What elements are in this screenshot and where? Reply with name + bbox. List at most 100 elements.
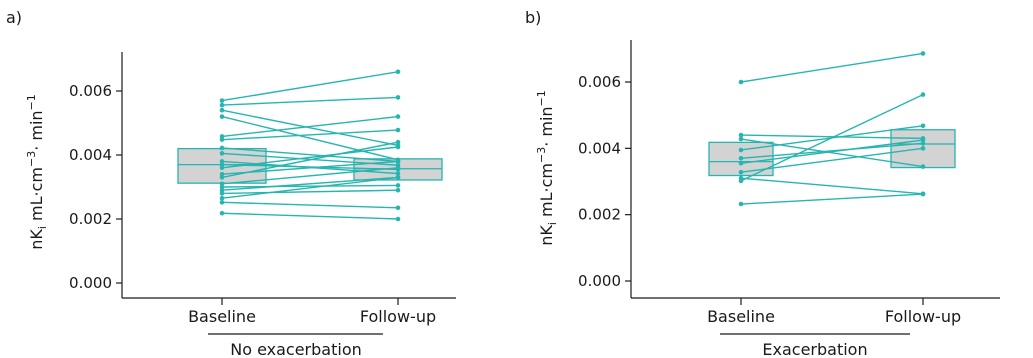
baseline-point xyxy=(219,151,225,156)
baseline-point xyxy=(738,169,744,175)
baseline-point xyxy=(219,102,225,108)
paired-line xyxy=(221,115,399,161)
followup-point xyxy=(395,95,401,100)
baseline-point xyxy=(219,191,225,196)
followup-point xyxy=(920,137,926,143)
baseline-point xyxy=(219,175,225,180)
paired-line xyxy=(221,147,399,163)
paired-line xyxy=(221,109,399,147)
paired-line xyxy=(221,184,399,188)
baseline-point xyxy=(219,159,225,164)
paired-line xyxy=(221,96,399,106)
x-tick-label: Baseline xyxy=(707,307,775,326)
baseline-point xyxy=(738,160,744,166)
paired-line xyxy=(740,193,924,205)
followup-point xyxy=(395,216,401,222)
y-tick-label: 0.006 xyxy=(69,82,112,100)
followup-point xyxy=(920,141,926,146)
baseline-point xyxy=(738,155,744,161)
followup-point xyxy=(395,144,401,150)
y-tick-label: 0.004 xyxy=(69,146,112,164)
paired-line xyxy=(740,177,924,195)
baseline-point xyxy=(738,178,744,184)
baseline-point xyxy=(219,187,225,193)
paired-line xyxy=(221,176,399,191)
followup-point xyxy=(395,139,401,145)
baseline-point xyxy=(219,145,225,151)
paired-line xyxy=(221,163,399,171)
followup-point xyxy=(395,183,401,188)
marks-a: 0.000 0.002 0.004 0.006 Baseline Follow-up xyxy=(69,69,443,326)
followup-point xyxy=(395,114,401,119)
x-tick-label: Baseline xyxy=(188,307,256,326)
paired-line xyxy=(221,176,399,199)
baseline-point xyxy=(219,195,225,201)
y-tick-label: 0.004 xyxy=(578,139,621,157)
followup-point xyxy=(920,92,926,97)
paired-line xyxy=(740,142,924,159)
paired-line xyxy=(221,115,399,138)
x-tick-label: Follow-up xyxy=(360,307,436,326)
baseline-point xyxy=(219,171,225,177)
paired-line xyxy=(221,189,399,195)
y-tick-label: 0.000 xyxy=(578,272,621,290)
paired-line xyxy=(740,134,924,140)
baseline-point xyxy=(219,165,225,171)
baseline-point xyxy=(219,210,225,216)
y-tick-label: 0.006 xyxy=(578,73,621,91)
followup-point xyxy=(920,123,926,129)
panel-label: b) xyxy=(525,8,541,27)
paired-line xyxy=(221,146,399,169)
followup-point xyxy=(395,165,401,171)
marks-b: 0.000 0.002 0.004 0.006 Baseline Follow-up xyxy=(578,51,961,326)
baseline-point xyxy=(219,98,225,103)
baseline-point xyxy=(219,162,225,167)
panel-a: a) No exacerbation nKi mL·cm−3· min−1 0.… xyxy=(6,8,456,358)
baseline-point xyxy=(738,132,744,138)
followup-point xyxy=(395,175,401,180)
baseline-point xyxy=(738,201,744,207)
baseline-point xyxy=(219,134,225,139)
y-axis-label: nKi mL·cm−3· min−1 xyxy=(535,90,559,246)
followup-point xyxy=(395,205,401,211)
baseline-point xyxy=(738,136,744,142)
followup-point xyxy=(395,159,401,164)
y-tick-label: 0.002 xyxy=(69,210,112,228)
paired-line xyxy=(221,71,399,102)
paired-line xyxy=(740,93,924,182)
y-tick-label: 0.000 xyxy=(69,274,112,292)
baseline-point xyxy=(219,137,225,142)
followup-point xyxy=(920,51,926,56)
followup-point xyxy=(920,191,926,197)
baseline-point xyxy=(219,114,225,119)
baseline-point xyxy=(219,181,225,187)
baseline-point xyxy=(219,184,225,190)
baseline-point xyxy=(219,107,225,113)
followup-point xyxy=(395,69,401,75)
followup-point xyxy=(920,164,926,169)
group-label: Exacerbation xyxy=(762,340,867,358)
paired-line xyxy=(740,139,924,164)
followup-point xyxy=(395,171,401,176)
baseline-point xyxy=(738,79,744,85)
baseline-point xyxy=(219,200,225,205)
paired-line xyxy=(221,167,399,185)
x-tick-label: Follow-up xyxy=(885,307,961,326)
panel-label: a) xyxy=(6,8,22,27)
paired-line xyxy=(221,129,399,141)
paired-line xyxy=(221,201,399,209)
paired-line xyxy=(740,138,924,168)
paired-line xyxy=(740,147,924,173)
followup-point xyxy=(395,127,401,133)
followup-point xyxy=(920,146,926,151)
paired-line xyxy=(221,212,399,220)
y-tick-label: 0.002 xyxy=(578,206,621,224)
panel-b: b) Exacerbation nKi mL·cm−3· min−1 0.000… xyxy=(525,8,1000,358)
group-label: No exacerbation xyxy=(230,340,362,358)
paired-line xyxy=(221,141,399,179)
followup-point xyxy=(395,187,401,193)
y-axis-label: nKi mL·cm−3· min−1 xyxy=(25,94,49,250)
paired-line xyxy=(740,52,924,83)
baseline-point xyxy=(738,147,744,153)
